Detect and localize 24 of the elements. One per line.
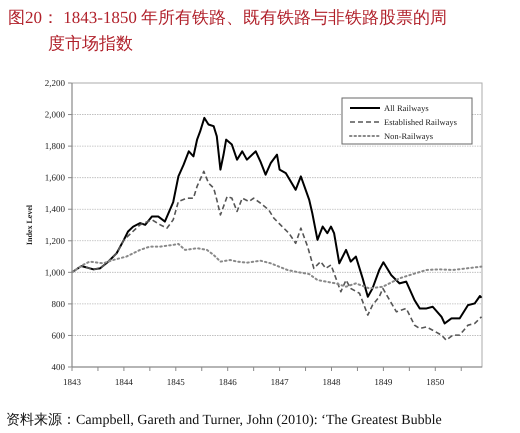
x-tick-label: 1845 xyxy=(166,377,186,387)
y-tick-label: 1,200 xyxy=(44,236,66,246)
x-tick-label: 1848 xyxy=(322,377,341,387)
x-tick-label: 1846 xyxy=(218,377,238,387)
legend-label: All Railways xyxy=(384,103,429,113)
y-tick-label: 1,400 xyxy=(44,204,66,214)
y-tick-label: 1,000 xyxy=(44,267,66,278)
y-tick-label: 400 xyxy=(52,362,66,372)
x-tick-label: 1850 xyxy=(426,377,445,387)
x-tick-label: 1843 xyxy=(63,377,82,387)
y-axis-title: Index Level xyxy=(25,204,34,246)
x-tick-label: 1844 xyxy=(114,377,134,387)
legend-label: Non-Railways xyxy=(384,131,434,141)
y-tick-label: 1,800 xyxy=(44,141,66,152)
y-tick-label: 800 xyxy=(52,298,66,309)
y-tick-label: 600 xyxy=(52,330,66,340)
text: 资料来源：Campbell, Gareth and Turner, John (2010): ‘The Greatest Bubble xyxy=(6,412,442,428)
legend-label: Established Railways xyxy=(384,117,457,127)
y-tick-label: 2,200 xyxy=(44,78,66,88)
x-tick-label: 1849 xyxy=(374,377,393,387)
x-tick-label: 1847 xyxy=(270,377,290,387)
y-tick-label: 2,000 xyxy=(44,110,66,120)
y-tick-label: 1,600 xyxy=(44,172,66,183)
chart-title: 图20： 1843-1850 年所有铁路、既有铁路与非铁路股票的周度市场指数 xyxy=(8,8,448,53)
